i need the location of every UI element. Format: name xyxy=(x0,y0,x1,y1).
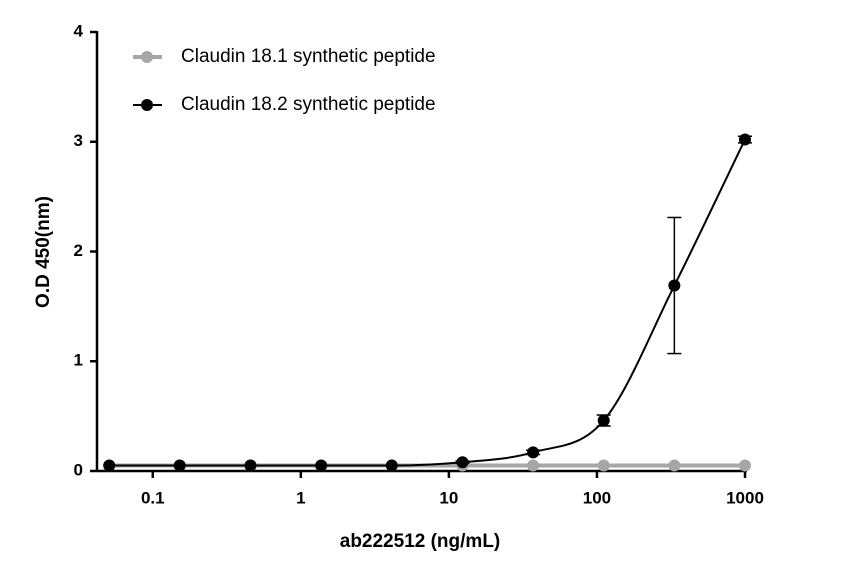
legend-label: Claudin 18.2 synthetic peptide xyxy=(181,94,436,115)
data-point xyxy=(668,459,681,472)
y-tick-label: 2 xyxy=(74,241,83,260)
x-tick-label: 10 xyxy=(439,488,458,507)
data-point xyxy=(668,279,681,292)
data-point xyxy=(597,414,610,427)
data-point xyxy=(315,459,328,472)
legend-label: Claudin 18.1 synthetic peptide xyxy=(181,46,436,67)
y-tick-label: 1 xyxy=(74,351,83,370)
data-point xyxy=(173,459,186,472)
data-point xyxy=(527,446,540,459)
data-point xyxy=(244,459,257,472)
data-point xyxy=(527,459,540,472)
data-point xyxy=(385,459,398,472)
x-axis-title: ab222512 (ng/mL) xyxy=(340,531,501,552)
y-tick-label: 3 xyxy=(74,131,83,150)
series-line xyxy=(109,139,746,467)
x-tick-label: 1 xyxy=(296,488,305,507)
x-tick-label: 100 xyxy=(583,488,611,507)
x-tick-label: 0.1 xyxy=(141,488,165,507)
y-tick-label: 4 xyxy=(74,21,84,40)
legend-marker xyxy=(141,99,153,111)
data-point xyxy=(739,133,751,146)
data-point xyxy=(597,459,610,472)
legend-marker xyxy=(141,51,153,63)
x-tick-label: 1000 xyxy=(726,488,764,507)
data-point xyxy=(456,456,469,469)
data-point xyxy=(103,459,116,472)
y-axis-title: O.D 450(nm) xyxy=(33,196,54,308)
data-point xyxy=(739,459,751,472)
y-tick-label: 0 xyxy=(74,460,83,479)
